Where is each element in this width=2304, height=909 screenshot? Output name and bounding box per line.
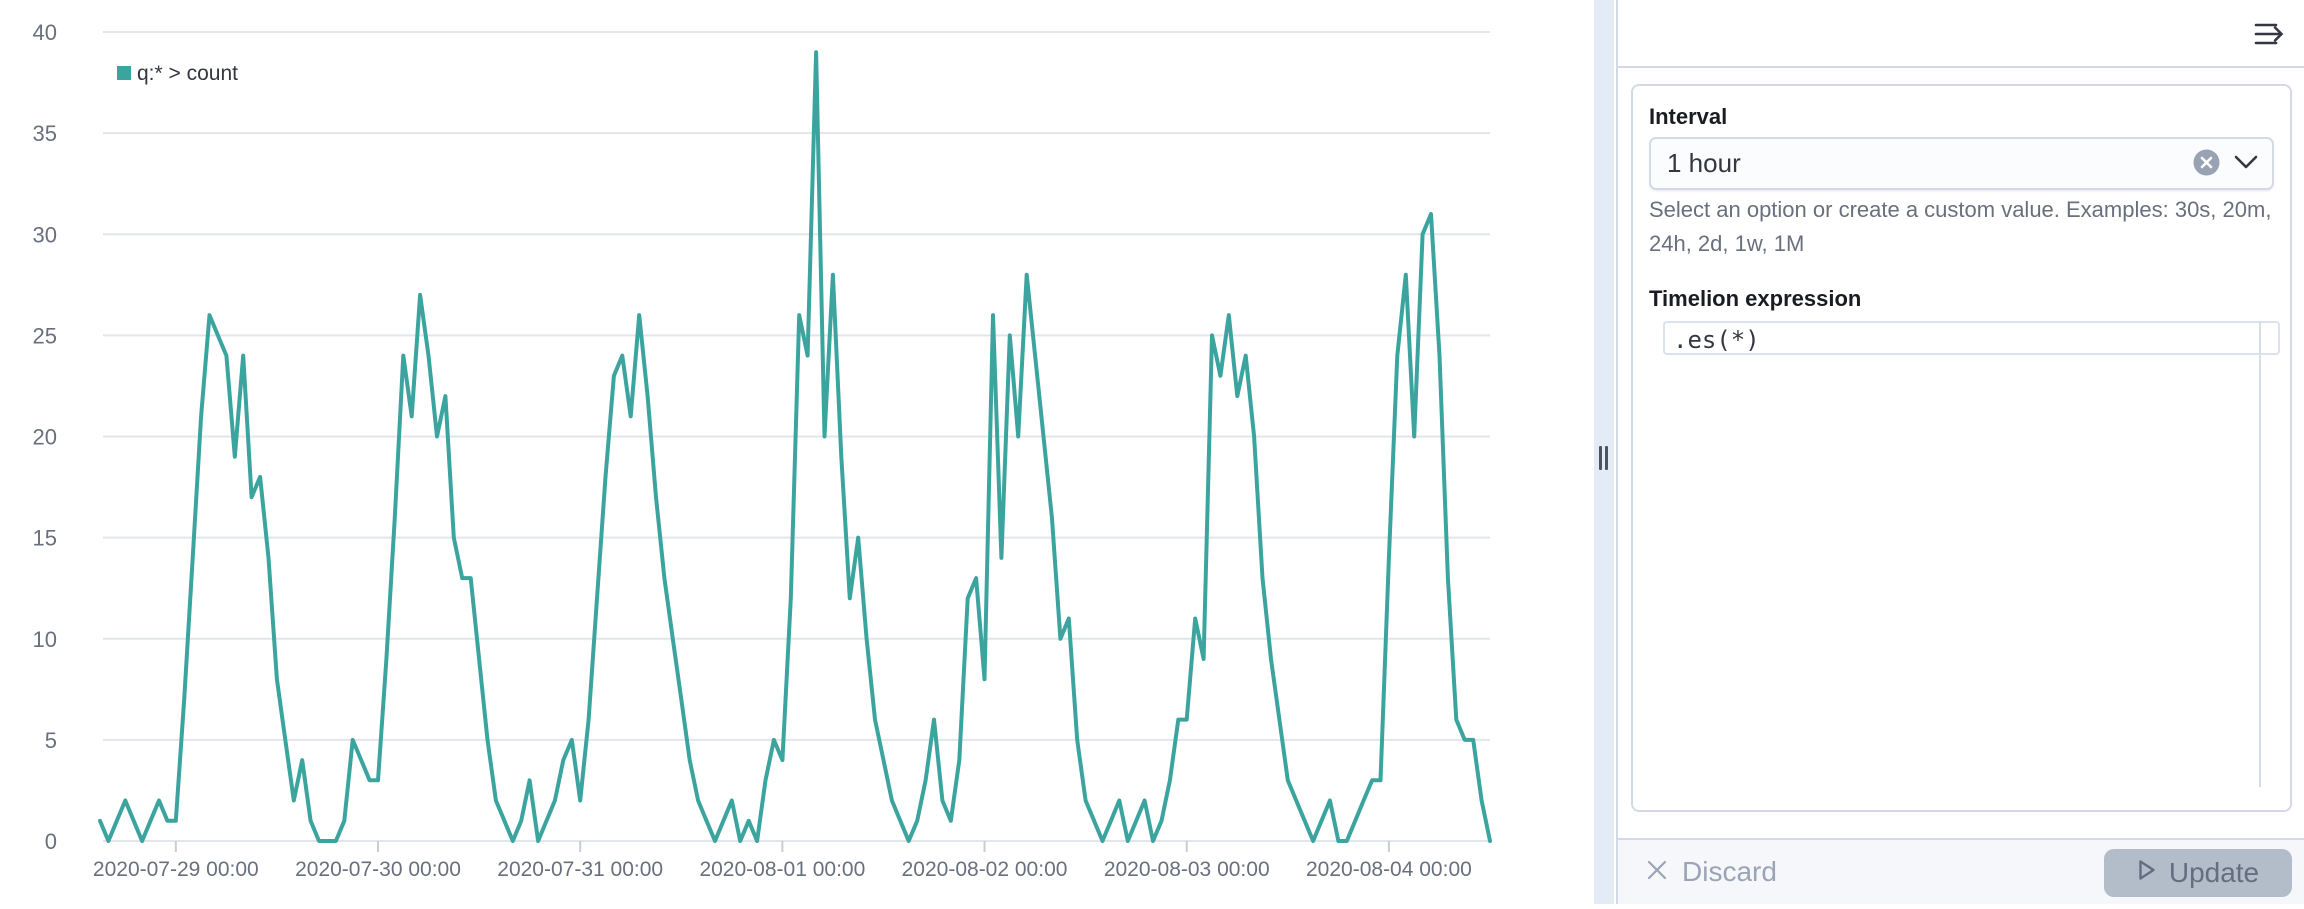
collapse-panel-icon [2250, 23, 2290, 53]
x-axis-tick-label: 2020-07-31 00:00 [497, 858, 663, 881]
y-axis-tick-label: 15 [33, 526, 57, 551]
y-axis-tick-label: 5 [45, 728, 57, 753]
expression-form-card: Interval 1 hour Select an option [1631, 84, 2292, 812]
discard-button-label: Discard [1682, 856, 1777, 887]
y-axis-tick-label: 10 [33, 627, 57, 652]
play-icon [2137, 857, 2157, 889]
interval-value: 1 hour [1667, 148, 1741, 178]
timelion-expression-value: .es(*) [1673, 326, 1760, 354]
collapse-panel-button[interactable] [2250, 18, 2290, 50]
panel-footer-bar: Discard Update [1618, 838, 2304, 904]
x-axis-tick-label: 2020-08-02 00:00 [902, 858, 1068, 881]
timelion-chart[interactable]: 0 5 10 15 20 25 30 35 40 2020-07-29 00:00 2020-07-… [0, 0, 1595, 904]
x-axis-tick-label: 2020-07-29 00:00 [93, 858, 259, 881]
y-axis-tick-label: 20 [33, 425, 57, 450]
update-button[interactable]: Update [2104, 849, 2292, 897]
panel-left-border [1616, 0, 1618, 904]
chart-canvas[interactable]: 0 5 10 15 20 25 30 35 40 2020-07-29 00:00 2020-07-… [0, 0, 1595, 904]
discard-button[interactable]: Discard [1646, 856, 1777, 888]
x-axis-tick-label: 2020-08-04 00:00 [1306, 858, 1472, 881]
x-axis-tick-label: 2020-07-30 00:00 [295, 858, 461, 881]
y-axis-tick-label: 25 [33, 323, 57, 348]
interval-combobox[interactable]: 1 hour [1649, 137, 2274, 190]
y-axis-tick-label: 0 [45, 829, 57, 854]
x-axis-tick-label: 2020-08-01 00:00 [699, 858, 865, 881]
timelion-expression-input[interactable]: .es(*) [1663, 321, 2280, 355]
interval-label: Interval [1649, 104, 1728, 129]
interval-help-text: Select an option or create a custom valu… [1649, 197, 2272, 222]
close-x-icon [1646, 856, 1668, 888]
resizer-grip-icon [1605, 446, 1608, 470]
expression-editor-scrollbar[interactable] [2259, 321, 2261, 787]
panel-toolbar [1618, 0, 2304, 68]
y-axis-tick-label: 35 [33, 121, 57, 146]
update-button-label: Update [2168, 857, 2260, 888]
series-line [98, 50, 1492, 843]
interval-dropdown-button[interactable] [2234, 148, 2258, 180]
y-axis-tick-label: 40 [33, 20, 57, 45]
legend-label: q:* > count [137, 62, 238, 85]
legend-swatch [117, 66, 131, 80]
panel-resizer-handle[interactable] [1594, 0, 1614, 904]
chevron-down-icon [2234, 155, 2258, 172]
x-axis-tick-label: 2020-08-03 00:00 [1104, 858, 1270, 881]
resizer-grip-icon [1599, 446, 1602, 470]
interval-clear-button[interactable] [2193, 148, 2220, 180]
y-axis-tick-label: 30 [33, 222, 57, 247]
interval-help-text: 24h, 2d, 1w, 1M [1649, 231, 1805, 256]
clear-x-circle-icon [2193, 149, 2220, 179]
timelion-expression-label: Timelion expression [1649, 286, 1862, 311]
